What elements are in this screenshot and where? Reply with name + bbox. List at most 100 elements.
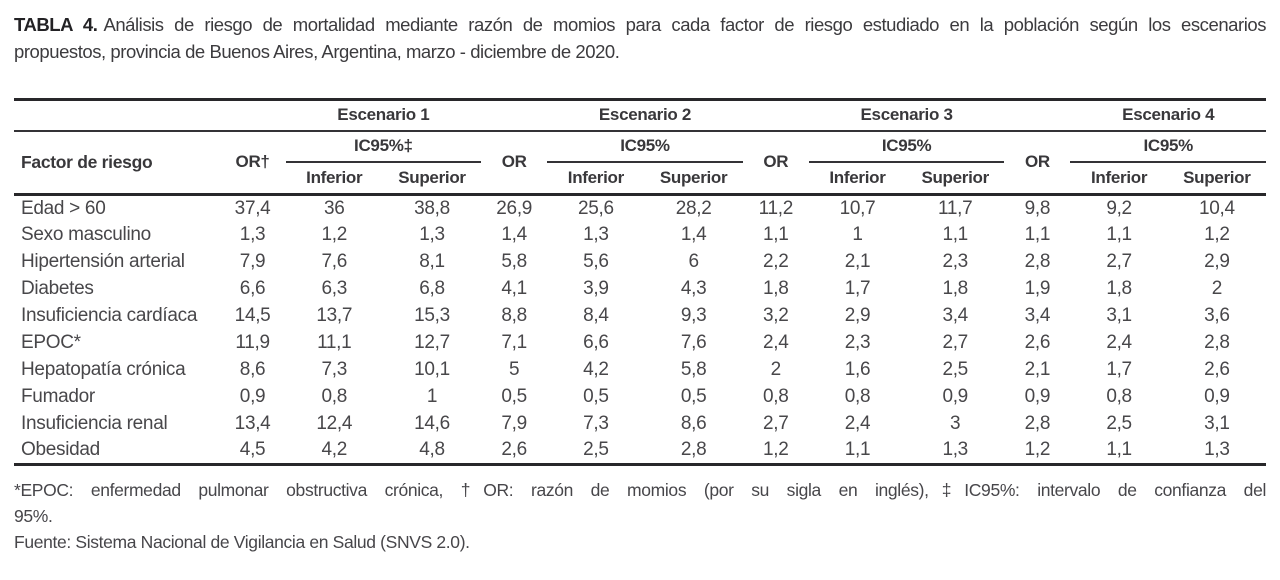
subheader-superior: Superior xyxy=(398,167,466,187)
table-cell: 2,8 xyxy=(1204,332,1230,353)
subheader-inferior: Inferior xyxy=(306,167,363,187)
table-cell: 7,9 xyxy=(501,413,527,434)
subheader-inferior: Inferior xyxy=(567,167,624,187)
row-factor: Hipertensión arterial xyxy=(21,251,185,272)
table-cell: 26,9 xyxy=(496,197,533,219)
table-cell: 1,8 xyxy=(942,278,968,299)
table-cell: 1,3 xyxy=(583,224,609,245)
table-row: Sexo masculino 1,3 1,2 1,3 1,4 1,3 1,4 1,1 1 1,1 1… xyxy=(14,222,1266,249)
ic95-header-1: IC95%‡ xyxy=(285,130,482,163)
table-row: Insuficiencia cardíaca 14,5 13,7 15,3 8,8 8,4… xyxy=(14,303,1266,330)
table-cell: 2,4 xyxy=(763,332,789,353)
table-cell: 15,3 xyxy=(414,305,450,326)
table-cell: 1,1 xyxy=(1106,224,1132,245)
table-cell: 11,1 xyxy=(317,332,352,353)
table-cell: 1,2 xyxy=(1024,439,1051,461)
table-cell: 7,9 xyxy=(239,251,266,272)
table-cell: 12,4 xyxy=(316,413,353,434)
footnote-wrap: 95%. xyxy=(14,506,53,526)
table-cell: 2,9 xyxy=(844,305,871,326)
scenario-4-header: Escenario 4 xyxy=(1070,99,1266,132)
table-cell: 37,4 xyxy=(234,197,271,219)
row-factor: EPOC* xyxy=(21,332,81,353)
table-cell: 1,3 xyxy=(1204,439,1230,461)
table-cell: 2,5 xyxy=(583,439,609,461)
table-cell: 2,3 xyxy=(844,332,871,353)
table-cell: 4,3 xyxy=(680,278,707,299)
row-factor: Fumador xyxy=(21,386,95,407)
table-row: Fumador 0,9 0,8 1 0,5 0,5 0,5 0,8 0,8 0,9 0,9 0,8 0,… xyxy=(14,384,1266,411)
table-cell: 0,5 xyxy=(501,386,527,407)
table-cell: 6,3 xyxy=(321,278,347,299)
table-cell: 5,6 xyxy=(583,251,609,272)
ic95-header-4: IC95% xyxy=(1070,130,1266,163)
table-cell: 7,3 xyxy=(583,413,609,434)
table-cell: 2,9 xyxy=(1204,251,1230,272)
page: TABLA 4. Análisis de riesgo de mortalidad… xyxy=(14,11,1266,555)
table-cell: 10,1 xyxy=(414,359,450,380)
table-cell: 28,2 xyxy=(675,197,712,219)
footnotes: *EPOC: enfermedad pulmonar obstructiva c… xyxy=(14,477,1266,555)
table-cell: 11,7 xyxy=(938,197,973,219)
table-cell: 1,7 xyxy=(1106,359,1132,380)
table-cell: 8,4 xyxy=(583,305,609,326)
table-title: TABLA 4. Análisis de riesgo de mortalidad… xyxy=(14,11,1266,65)
table-cell: 2,4 xyxy=(844,413,871,434)
column-header-or-2: OR xyxy=(501,152,527,172)
table-cell: 2,2 xyxy=(763,251,789,272)
table-cell: 1,1 xyxy=(942,224,968,245)
table-cell: 3,6 xyxy=(1204,305,1230,326)
table-cell: 6 xyxy=(688,251,699,272)
table-row: Diabetes 6,6 6,3 6,8 4,1 3,9 4,3 1,8 1,7 1,8 1,9 1,… xyxy=(14,276,1266,303)
subheader-superior: Superior xyxy=(921,167,989,187)
title-line-1: TABLA 4. Análisis de riesgo de mortalidad… xyxy=(14,11,1266,38)
row-factor: Sexo masculino xyxy=(21,224,151,245)
column-header-or-3: OR xyxy=(763,152,789,172)
title-line-2: propuestos, provincia de Buenos Aires, A… xyxy=(14,41,620,62)
row-factor: Insuficiencia cardíaca xyxy=(21,305,198,326)
table-cell: 2,8 xyxy=(1024,413,1051,434)
table-cell: 1,4 xyxy=(501,224,527,245)
table-cell: 7,6 xyxy=(321,251,347,272)
table-cell: 8,8 xyxy=(501,305,527,326)
subheader-inferior: Inferior xyxy=(829,167,886,187)
scenario-2-header: Escenario 2 xyxy=(547,99,743,132)
table-cell: 5,8 xyxy=(501,251,527,272)
column-header-or-4: OR xyxy=(1024,152,1050,172)
row-factor: Diabetes xyxy=(21,278,94,299)
table-cell: 36 xyxy=(323,197,345,219)
table-cell: 7,1 xyxy=(501,332,527,353)
table-cell: 1,2 xyxy=(321,224,347,245)
table-cell: 7,3 xyxy=(321,359,347,380)
scenario-3-header: Escenario 3 xyxy=(808,99,1005,132)
table-cell: 8,6 xyxy=(239,359,266,380)
table-cell: 6,6 xyxy=(583,332,609,353)
table-cell: 1,1 xyxy=(844,439,871,461)
table-cell: 38,8 xyxy=(414,197,450,219)
ic95-header-3: IC95% xyxy=(808,130,1005,163)
table-cell: 14,6 xyxy=(414,413,450,434)
table-cell: 1,2 xyxy=(763,439,789,461)
table-row: Insuficiencia renal 13,4 12,4 14,6 7,9 7,3 8,6… xyxy=(14,411,1266,438)
table-cell: 0,5 xyxy=(583,386,609,407)
table-body: Edad > 60 37,4 36 38,8 26,9 25,6 28,2 11,2 10,7 1… xyxy=(14,195,1266,465)
table-cell: 2,1 xyxy=(1024,359,1051,380)
table-cell: 1,7 xyxy=(844,278,871,299)
table-cell: 2 xyxy=(770,359,782,380)
table-cell: 4,2 xyxy=(321,439,347,461)
table-cell: 0,8 xyxy=(1106,386,1132,407)
table-cell: 1,3 xyxy=(942,439,968,461)
row-factor: Hepatopatía crónica xyxy=(21,359,186,380)
table-row: Obesidad 4,5 4,2 4,8 2,6 2,5 2,8 1,2 1,1 1,3 1,2 1,… xyxy=(14,438,1266,465)
table-cell: 1,2 xyxy=(1204,224,1230,245)
table-row: Hipertensión arterial 7,9 7,6 8,1 5,8 5,6 6 2,2… xyxy=(14,249,1266,276)
table-cell: 12,7 xyxy=(414,332,450,353)
table-cell: 1,3 xyxy=(419,224,445,245)
table-cell: 7,6 xyxy=(680,332,707,353)
table-cell: 4,2 xyxy=(583,359,609,380)
table-cell: 1,3 xyxy=(239,224,266,245)
table-cell: 0,9 xyxy=(1024,386,1051,407)
table-row: EPOC* 11,9 11,1 12,7 7,1 6,6 7,6 2,4 2,3 2,7 2,6 2,… xyxy=(14,330,1266,357)
table-cell: 1 xyxy=(426,386,438,407)
table-cell: 2,7 xyxy=(1106,251,1132,272)
